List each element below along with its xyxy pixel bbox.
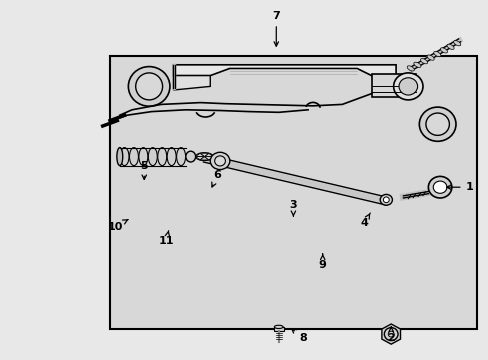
Polygon shape xyxy=(204,157,213,160)
Ellipse shape xyxy=(446,44,453,49)
Text: 5: 5 xyxy=(140,161,148,179)
Ellipse shape xyxy=(148,148,157,166)
Ellipse shape xyxy=(387,331,393,337)
Text: 10: 10 xyxy=(107,220,128,232)
Ellipse shape xyxy=(380,194,391,205)
Polygon shape xyxy=(173,65,395,76)
Polygon shape xyxy=(204,153,213,157)
Ellipse shape xyxy=(427,176,451,198)
Ellipse shape xyxy=(383,197,388,203)
Ellipse shape xyxy=(139,148,147,166)
Ellipse shape xyxy=(393,73,422,100)
Bar xyxy=(110,56,476,329)
Ellipse shape xyxy=(136,73,162,100)
Ellipse shape xyxy=(440,48,447,53)
Polygon shape xyxy=(200,157,208,160)
Ellipse shape xyxy=(413,62,420,67)
Polygon shape xyxy=(195,157,204,160)
Ellipse shape xyxy=(214,156,225,166)
Text: 9: 9 xyxy=(318,254,326,270)
Ellipse shape xyxy=(129,148,138,166)
Polygon shape xyxy=(200,153,208,157)
Ellipse shape xyxy=(167,148,176,166)
Text: 11: 11 xyxy=(158,231,174,246)
Ellipse shape xyxy=(158,148,166,166)
Ellipse shape xyxy=(426,55,433,60)
Ellipse shape xyxy=(398,78,417,95)
Text: 2: 2 xyxy=(386,327,394,343)
Ellipse shape xyxy=(420,59,427,64)
Text: 8: 8 xyxy=(291,329,306,343)
Ellipse shape xyxy=(433,51,440,57)
Ellipse shape xyxy=(274,325,283,328)
Polygon shape xyxy=(173,76,210,90)
Ellipse shape xyxy=(128,67,170,106)
Ellipse shape xyxy=(432,181,446,193)
Bar xyxy=(273,327,283,331)
Ellipse shape xyxy=(384,328,397,341)
Text: 4: 4 xyxy=(360,213,369,228)
Polygon shape xyxy=(381,324,400,344)
Ellipse shape xyxy=(176,148,185,166)
Text: 3: 3 xyxy=(289,200,297,216)
Polygon shape xyxy=(195,153,204,157)
Ellipse shape xyxy=(407,66,413,71)
Ellipse shape xyxy=(419,107,455,141)
Ellipse shape xyxy=(195,153,213,161)
Ellipse shape xyxy=(210,152,229,170)
Ellipse shape xyxy=(120,148,129,166)
Ellipse shape xyxy=(117,148,122,166)
Ellipse shape xyxy=(453,41,460,46)
Ellipse shape xyxy=(425,113,448,135)
Ellipse shape xyxy=(185,151,195,162)
Text: 6: 6 xyxy=(211,170,221,187)
Text: 7: 7 xyxy=(272,11,280,46)
Text: 1: 1 xyxy=(446,182,472,192)
Bar xyxy=(371,74,415,97)
